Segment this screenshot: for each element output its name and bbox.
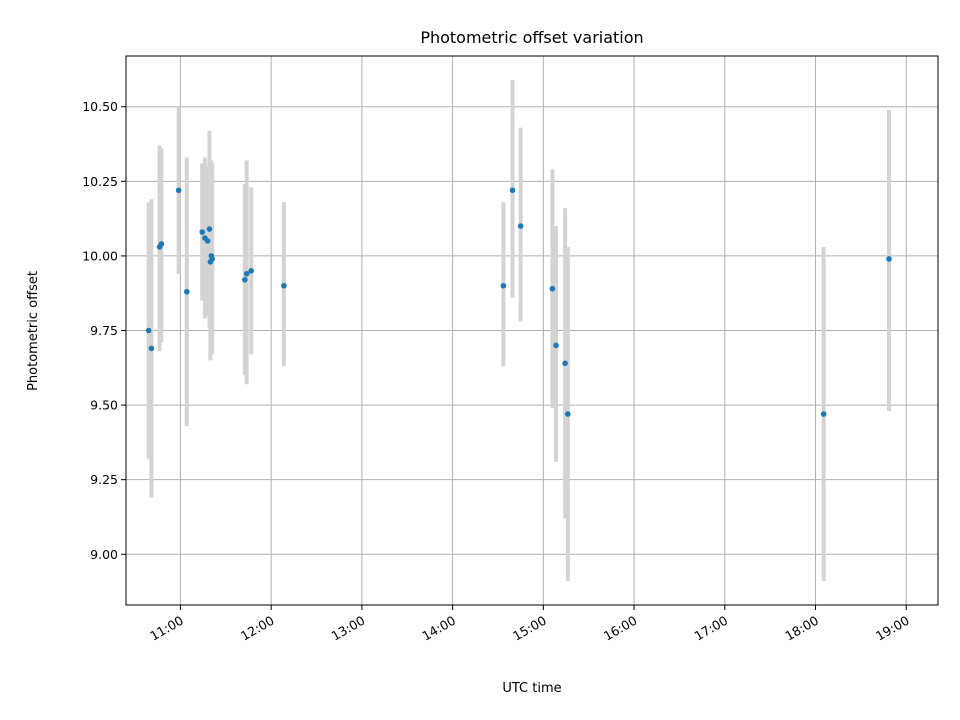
data-points xyxy=(145,187,892,417)
data-point xyxy=(281,282,287,289)
y-tick-label: 9.25 xyxy=(90,472,118,487)
data-point xyxy=(145,327,152,334)
y-tick-label: 9.50 xyxy=(90,398,118,413)
data-point xyxy=(206,226,213,232)
data-point xyxy=(199,229,206,235)
data-point xyxy=(509,187,516,194)
data-point xyxy=(175,187,182,194)
x-axis-label: UTC time xyxy=(502,681,561,696)
grid-lines xyxy=(126,56,938,605)
chart-title: Photometric offset variation xyxy=(420,28,643,47)
data-point xyxy=(820,411,827,417)
data-point xyxy=(553,342,559,349)
data-point xyxy=(148,345,155,352)
data-point xyxy=(565,411,571,417)
data-point xyxy=(549,285,556,292)
y-tick-label: 9.00 xyxy=(90,547,118,562)
data-point xyxy=(183,288,190,295)
data-point xyxy=(562,360,568,367)
y-tick-label: 10.25 xyxy=(82,174,118,189)
y-tick-label: 10.50 xyxy=(82,99,118,114)
data-point xyxy=(242,276,248,283)
y-tick-label: 9.75 xyxy=(90,323,118,338)
data-point xyxy=(209,256,215,262)
data-point xyxy=(517,223,524,229)
data-point xyxy=(248,268,255,274)
data-point xyxy=(886,256,892,262)
y-tick-label: 10.00 xyxy=(82,248,118,263)
y-axis-label: Photometric offset xyxy=(26,271,41,391)
data-point xyxy=(243,271,250,277)
data-point xyxy=(204,238,211,244)
y-axis-ticks: 9.00 9.25 9.50 9.75 10.00 10.25 10.50 xyxy=(82,99,126,562)
data-point xyxy=(158,241,165,247)
data-point xyxy=(500,282,507,289)
